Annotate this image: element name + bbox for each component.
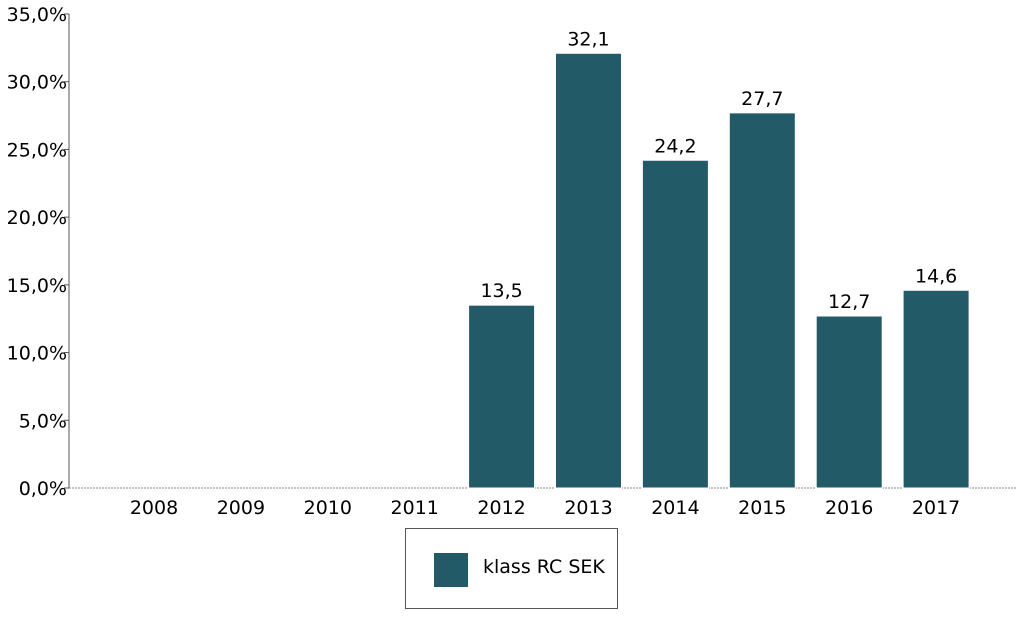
x-tick-label-2014: 2014 <box>651 497 699 519</box>
x-tick-label-2016: 2016 <box>825 497 873 519</box>
data-label-2014: 24,2 <box>654 135 696 157</box>
bar-2016 <box>815 315 883 489</box>
bar-2014 <box>641 159 709 489</box>
y-tick-label: 25,0% <box>7 139 67 161</box>
x-tick-label-2008: 2008 <box>130 497 178 519</box>
y-tick-label: 0,0% <box>19 478 67 500</box>
x-tick-label-2009: 2009 <box>217 497 265 519</box>
bars-group <box>468 52 970 489</box>
y-tick-label: 20,0% <box>7 207 67 229</box>
data-label-2013: 32,1 <box>567 28 609 50</box>
x-axis-labels: 2008 2009 2010 2011 2012 2013 2014 2015 2016 2017 <box>130 497 960 519</box>
y-tick-label: 10,0% <box>7 343 67 365</box>
x-tick-label-2011: 2011 <box>391 497 439 519</box>
y-axis-ticks: 0,0% 5,0% 10,0% 15,0% 20,0% 25,0% 30,0% 35,0% <box>7 4 69 500</box>
data-label-2015: 27,7 <box>741 88 783 110</box>
y-tick-label: 5,0% <box>19 410 67 432</box>
bar-2017 <box>902 289 970 489</box>
y-tick-label: 30,0% <box>7 72 67 94</box>
data-label-2016: 12,7 <box>828 291 870 313</box>
legend-swatch <box>434 553 468 587</box>
y-tick-label: 35,0% <box>7 4 67 26</box>
x-tick-label-2012: 2012 <box>477 497 525 519</box>
data-labels-group: 13,5 32,1 24,2 27,7 12,7 14,6 <box>480 28 957 313</box>
data-label-2012: 13,5 <box>480 280 522 302</box>
x-tick-label-2013: 2013 <box>564 497 612 519</box>
legend: klass RC SEK <box>405 528 618 609</box>
bar-2015 <box>728 112 796 489</box>
x-tick-label-2017: 2017 <box>912 497 960 519</box>
x-tick-label-2015: 2015 <box>738 497 786 519</box>
bar-2013 <box>555 52 622 489</box>
bar-2012 <box>468 304 536 489</box>
data-label-2017: 14,6 <box>915 265 957 287</box>
x-tick-label-2010: 2010 <box>304 497 352 519</box>
legend-label: klass RC SEK <box>483 556 605 578</box>
y-tick-label: 15,0% <box>7 275 67 297</box>
